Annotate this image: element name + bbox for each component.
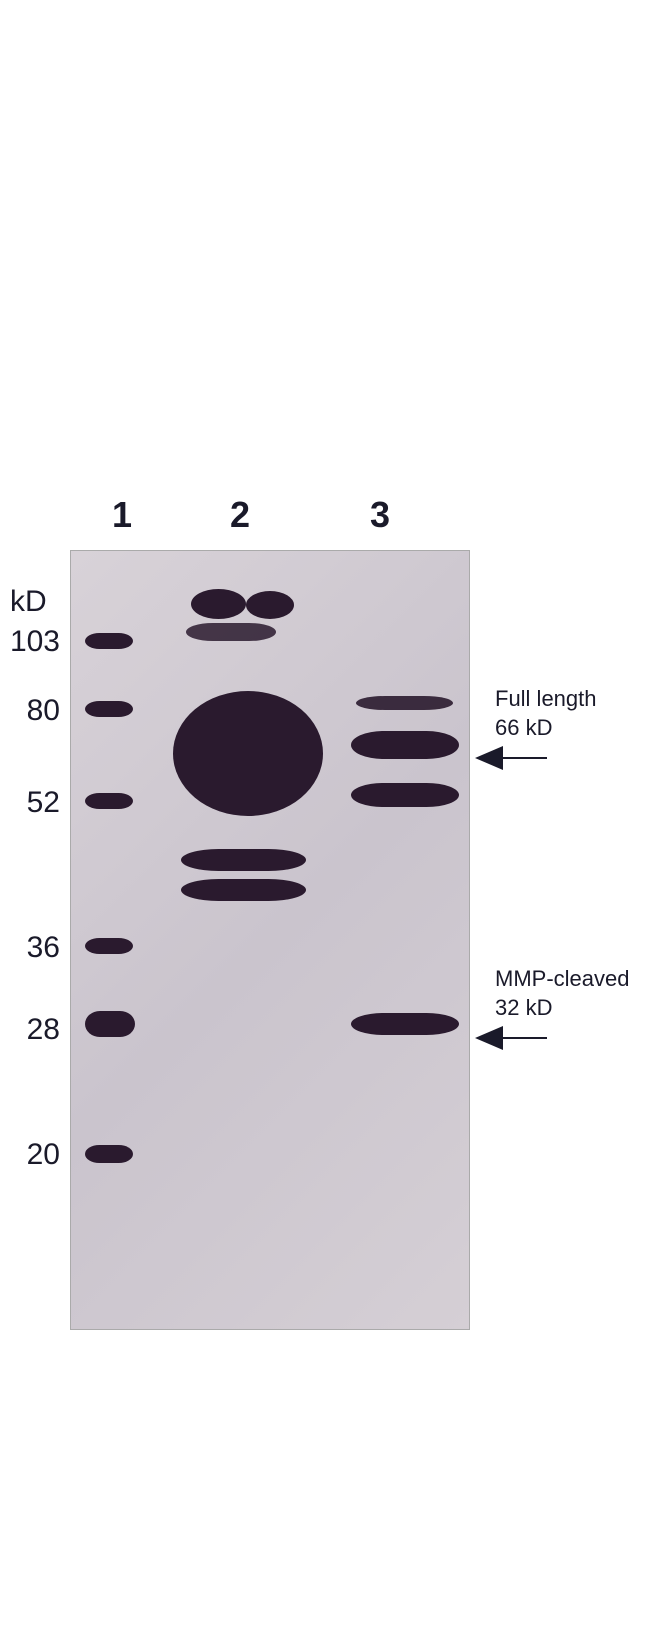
marker-80: 80 <box>2 694 60 728</box>
marker-103: 103 <box>2 625 60 659</box>
annotation-full-length-line2: 66 kD <box>495 714 597 743</box>
marker-52: 52 <box>2 786 60 820</box>
annotation-mmp-cleaved-line2: 32 kD <box>495 994 629 1023</box>
annotation-mmp-cleaved-line1: MMP-cleaved <box>495 965 629 994</box>
lane2-major-band <box>173 691 323 816</box>
western-blot-figure: 1 2 3 kD 103 80 52 36 28 20 Full length … <box>0 490 650 1390</box>
lane1-band <box>85 1011 135 1037</box>
unit-label: kD <box>10 585 47 619</box>
marker-28: 28 <box>2 1013 60 1047</box>
blot-membrane <box>70 550 470 1330</box>
lane2-band <box>186 623 276 641</box>
lane1-band <box>85 938 133 954</box>
annotation-mmp-cleaved: MMP-cleaved 32 kD <box>495 965 629 1022</box>
lane1-band <box>85 793 133 809</box>
annotation-full-length: Full length 66 kD <box>495 685 597 742</box>
annotation-full-length-line1: Full length <box>495 685 597 714</box>
marker-20: 20 <box>2 1138 60 1172</box>
lane1-band <box>85 633 133 649</box>
lane-3-label: 3 <box>370 494 390 536</box>
lane2-band <box>191 589 246 619</box>
arrow-line <box>503 1037 547 1039</box>
lane-2-label: 2 <box>230 494 250 536</box>
lane2-band <box>181 879 306 901</box>
lane3-band <box>356 696 453 710</box>
lane2-band <box>246 591 294 619</box>
arrow-head-icon <box>475 1026 503 1050</box>
lane1-band <box>85 1145 133 1163</box>
lane3-full-length-band <box>351 731 459 759</box>
arrow-head-icon <box>475 746 503 770</box>
lane1-band <box>85 701 133 717</box>
lane-1-label: 1 <box>112 494 132 536</box>
lane2-band <box>181 849 306 871</box>
arrow-full-length <box>475 746 547 770</box>
arrow-line <box>503 757 547 759</box>
lane3-band <box>351 783 459 807</box>
arrow-mmp-cleaved <box>475 1026 547 1050</box>
marker-36: 36 <box>2 931 60 965</box>
lane3-mmp-cleaved-band <box>351 1013 459 1035</box>
